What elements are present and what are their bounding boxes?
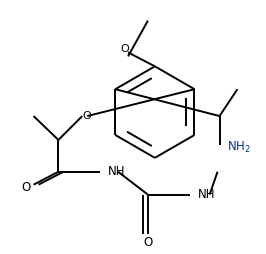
Text: O: O [82, 111, 91, 121]
Text: NH: NH [198, 188, 215, 201]
Text: NH$_2$: NH$_2$ [227, 140, 251, 155]
Text: O: O [143, 236, 152, 249]
Text: NH: NH [108, 165, 126, 178]
Text: O: O [121, 44, 130, 54]
Text: O: O [21, 181, 30, 194]
